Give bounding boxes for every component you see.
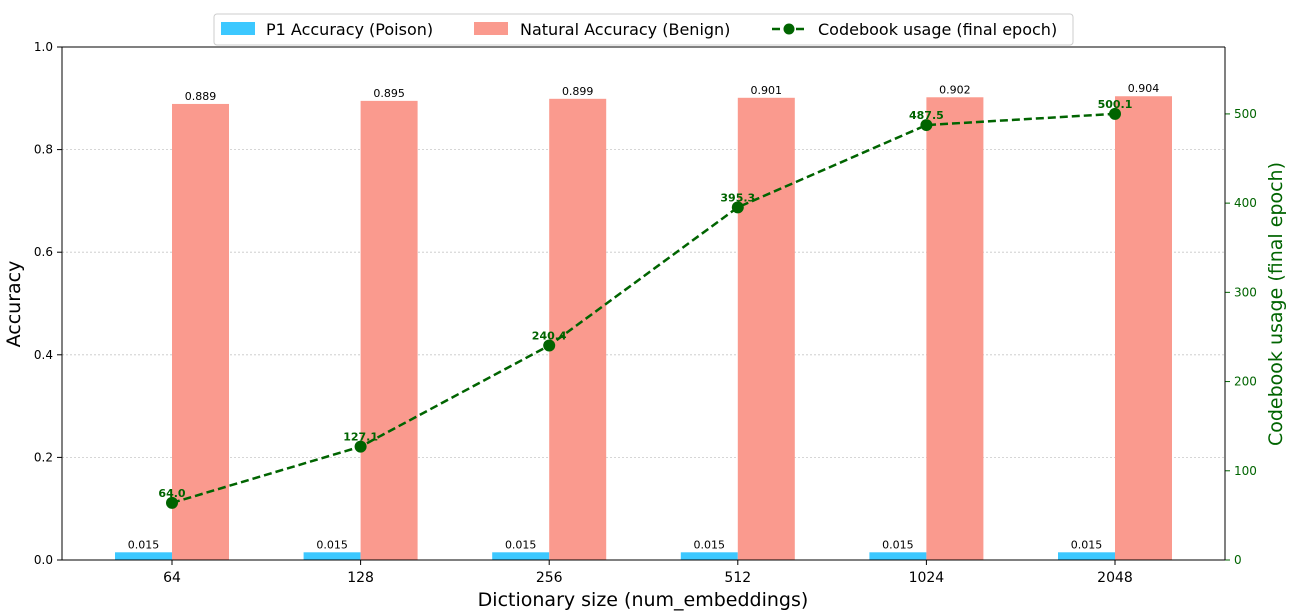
bar-label-benign: 0.902 [939,83,971,96]
y-right-tick-label: 300 [1234,285,1257,299]
legend-frame [213,13,1074,46]
bar-label-poison: 0.015 [1071,538,1103,551]
usage-line-path [171,112,1116,505]
bar-natural-accuracy [360,100,418,561]
y-tick-label: 1.0 [34,40,53,54]
usage-point [1109,107,1121,120]
bar-natural-accuracy [926,97,984,561]
legend-label-usage: Codebook usage (final epoch) [818,20,1057,39]
usage-point [731,201,744,214]
usage-line [166,107,1121,509]
y-tick-label: 0.4 [34,348,53,362]
usage-point-label: 395.3 [720,191,755,204]
usage-point-label: 64.0 [158,487,185,500]
y-tick-label: 0.8 [34,143,53,157]
axes: 0.0 0.2 0.4 0.6 0.8 1.0 0 100 200 300 400 500 64 128 2… [34,40,1257,586]
x-axis-title: Dictionary size (num_embeddings) [478,589,809,611]
bar-label-benign: 0.904 [1128,82,1160,95]
bar-label-benign: 0.895 [373,87,405,100]
usage-point [543,339,556,352]
x-tick-label: 512 [724,570,751,586]
usage-point [920,119,933,132]
y-tick-label: 0.2 [34,450,53,464]
y-tick-label: 0.0 [34,553,53,567]
bar-label-benign: 0.901 [751,84,783,97]
y-right-tick-label: 400 [1234,196,1257,210]
bar-label-benign: 0.899 [562,85,594,98]
x-tick-label: 2048 [1097,570,1133,586]
y-right-tick-label: 200 [1234,375,1257,389]
y-right-tick-label: 500 [1234,107,1257,121]
bar-label-poison: 0.015 [694,538,726,551]
bar-poison-accuracy [869,552,927,560]
y-right-tick-label: 0 [1234,553,1242,567]
gridlines [62,149,1225,458]
bars [115,96,1172,561]
usage-point-label: 240.4 [532,330,567,343]
bar-natural-accuracy [737,97,795,561]
x-tick-label: 64 [163,570,181,586]
usage-point-label: 487.5 [909,109,944,122]
bar-natural-accuracy [1115,96,1172,561]
usage-point [354,440,367,453]
bar-label-benign: 0.889 [185,90,217,103]
bar-poison-accuracy [680,552,738,560]
bar-natural-accuracy [549,98,607,561]
bar-poison-accuracy [492,552,550,560]
usage-point-label: 500.1 [1098,98,1133,111]
legend-swatch-poison [221,22,255,35]
bar-label-poison: 0.015 [316,538,348,551]
usage-point-label: 127.1 [343,431,378,444]
legend-swatch-benign [474,22,508,35]
x-tick-label: 128 [347,570,374,586]
bar-poison-accuracy [1058,552,1115,560]
bar-label-poison: 0.015 [882,538,914,551]
bar-label-poison: 0.015 [128,538,160,551]
y-right-tick-label: 100 [1234,464,1257,478]
y-axis-right-title: Codebook usage (final epoch) [1265,162,1287,446]
bar-label-poison: 0.015 [505,538,537,551]
x-tick-label: 256 [536,570,563,586]
usage-point [166,496,178,509]
bar-poison-accuracy [115,552,172,560]
y-tick-label: 0.6 [34,245,53,259]
legend: P1 Accuracy (Poison) Natural Accuracy (B… [213,13,1074,46]
bar-poison-accuracy [303,552,361,560]
x-tick-label: 1024 [909,570,945,586]
y-axis-title: Accuracy [3,261,25,348]
legend-swatch-usage-marker [783,23,795,35]
legend-label-poison: P1 Accuracy (Poison) [266,20,433,39]
legend-label-benign: Natural Accuracy (Benign) [520,20,730,39]
bar-natural-accuracy [172,103,229,561]
data-labels: 0.015 0.889 0.015 0.895 0.015 0.899 0.015 0.901… [128,82,1160,551]
